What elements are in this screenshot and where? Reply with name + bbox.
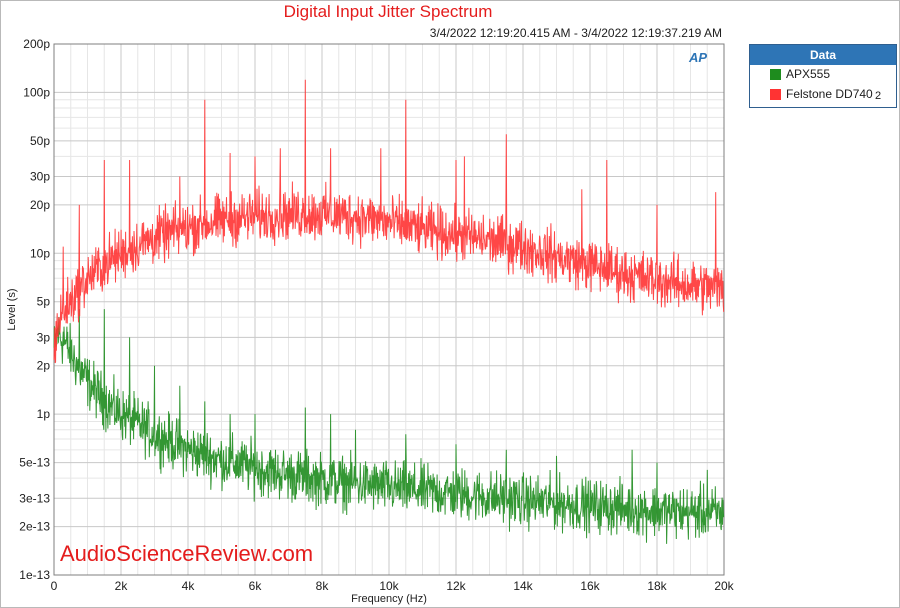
y-tick-label: 2e-13 bbox=[19, 520, 50, 534]
y-tick-label: 2p bbox=[37, 359, 51, 373]
x-tick-label: 16k bbox=[580, 579, 600, 593]
legend: Data APX555 Felstone DD740 2 bbox=[749, 44, 897, 108]
x-tick-label: 2k bbox=[115, 579, 129, 593]
x-tick-label: 4k bbox=[182, 579, 196, 593]
x-tick-label: 20k bbox=[714, 579, 734, 593]
legend-header: Data bbox=[750, 45, 896, 65]
legend-item-apx555[interactable]: APX555 bbox=[750, 65, 896, 85]
y-tick-label: 3e-13 bbox=[19, 491, 50, 505]
watermark: AudioScienceReview.com bbox=[60, 541, 314, 566]
series-line-apx555 bbox=[53, 309, 725, 544]
y-tick-label: 30p bbox=[30, 170, 50, 184]
x-tick-label: 12k bbox=[446, 579, 466, 593]
y-tick-label: 10p bbox=[30, 246, 50, 260]
ap-logo: AP bbox=[689, 50, 708, 65]
series-line-felstone-dd740 bbox=[53, 79, 725, 364]
x-tick-label: 0 bbox=[51, 579, 58, 593]
legend-channel-felstone: 2 bbox=[875, 90, 882, 102]
chart-subtitle: 3/4/2022 12:19:20.415 AM - 3/4/2022 12:1… bbox=[429, 26, 722, 40]
x-axis-label: Frequency (Hz) bbox=[351, 593, 427, 605]
legend-label-felstone: Felstone DD740 bbox=[786, 87, 873, 101]
legend-label-apx555: APX555 bbox=[786, 67, 831, 81]
y-tick-label: 20p bbox=[30, 198, 50, 212]
y-tick-label: 5e-13 bbox=[19, 456, 50, 470]
legend-item-felstone[interactable]: Felstone DD740 2 bbox=[750, 85, 896, 105]
x-tick-label: 6k bbox=[249, 579, 263, 593]
y-tick-label: 200p bbox=[23, 37, 50, 51]
y-tick-label: 50p bbox=[30, 134, 50, 148]
legend-swatch-apx555 bbox=[770, 69, 781, 80]
y-tick-label: 3p bbox=[37, 330, 51, 344]
y-tick-label: 100p bbox=[23, 85, 50, 99]
x-tick-label: 18k bbox=[647, 579, 667, 593]
y-axis-label: Level (s) bbox=[6, 288, 18, 330]
x-tick-label: 10k bbox=[379, 579, 399, 593]
chart-title: Digital Input Jitter Spectrum bbox=[283, 2, 493, 21]
x-tick-label: 8k bbox=[316, 579, 330, 593]
x-tick-label: 14k bbox=[513, 579, 533, 593]
y-tick-label: 5p bbox=[37, 295, 51, 309]
legend-swatch-felstone bbox=[770, 89, 781, 100]
y-tick-label: 1p bbox=[37, 407, 51, 421]
y-tick-label: 1e-13 bbox=[19, 568, 50, 582]
